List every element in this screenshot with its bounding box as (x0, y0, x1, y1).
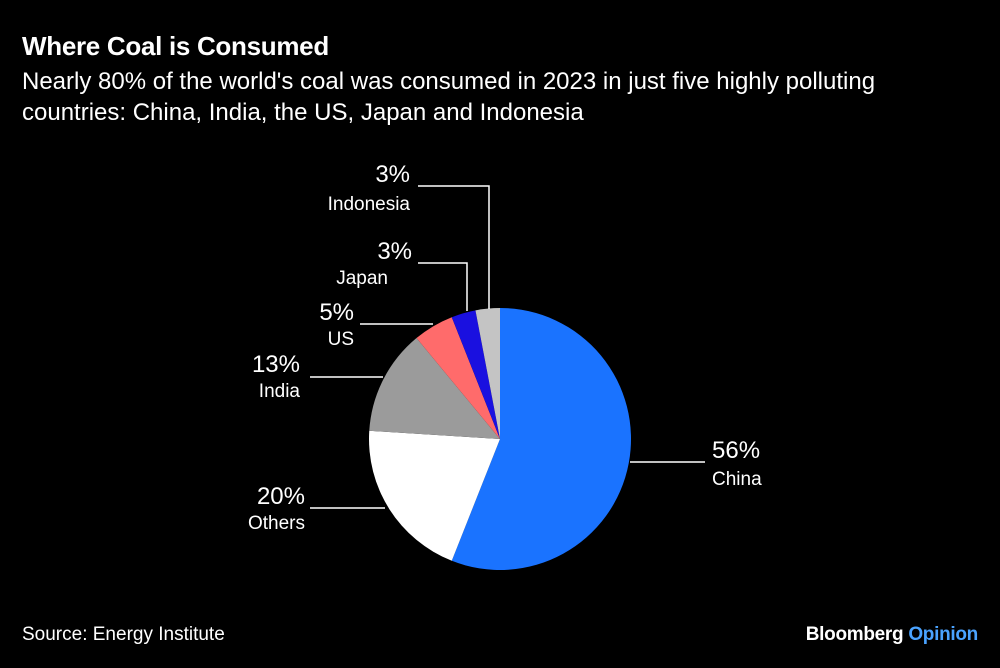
slice-value-label-china: 56% (712, 437, 760, 464)
slice-category-label-indonesia: Indonesia (328, 194, 411, 215)
pie-slices (369, 308, 632, 570)
leader-lines (310, 185, 705, 509)
slice-value-label-us: 5% (319, 299, 354, 326)
slice-category-label-others: Others (248, 513, 305, 534)
leader-line-indonesia (418, 185, 490, 309)
pie-slice-others (369, 430, 500, 561)
slice-labels: 56% China 20% Others 13% India 5% US 3% Japan 3% In… (248, 161, 762, 534)
pie-slice-us (416, 317, 500, 439)
slice-value-label-india: 13% (252, 351, 300, 378)
slice-value-label-indonesia: 3% (375, 161, 410, 188)
slice-value-label-others: 20% (257, 483, 305, 510)
pie-slice-japan (451, 310, 500, 439)
pie-slice-indonesia (475, 308, 500, 439)
brand-logo: Bloomberg Opinion (805, 624, 979, 646)
slice-value-label-japan: 3% (377, 238, 412, 265)
pie-slice-india (369, 338, 500, 439)
slice-category-label-india: India (259, 381, 301, 402)
slice-category-label-japan: Japan (336, 268, 388, 289)
brand-main: Bloomberg (805, 624, 904, 645)
slice-category-label-china: China (712, 469, 762, 490)
chart-subtitle: Nearly 80% of the world's coal was consu… (22, 68, 876, 126)
source-note: Source: Energy Institute (22, 624, 225, 645)
brand-accent: Opinion (908, 624, 978, 645)
chart-title: Where Coal is Consumed (22, 31, 329, 61)
leader-line-japan (418, 262, 468, 311)
slice-category-label-us: US (328, 329, 354, 350)
pie-slice-china (451, 308, 632, 570)
